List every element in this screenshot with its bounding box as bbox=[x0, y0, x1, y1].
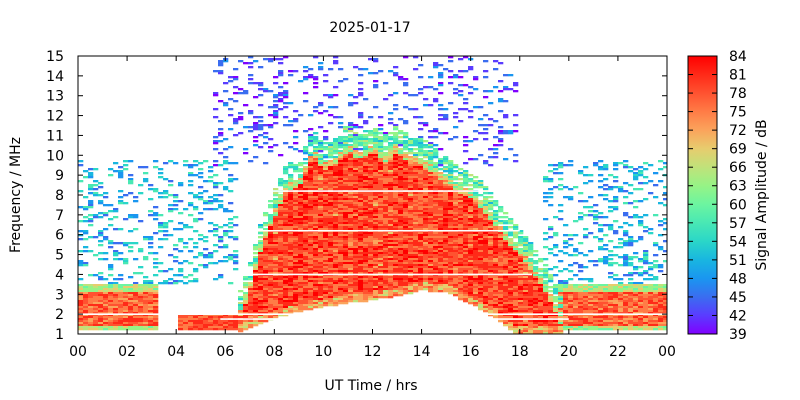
y-tick: 15 bbox=[46, 49, 667, 65]
colorbar-tick-label: 75 bbox=[729, 105, 747, 121]
y-tick-label: 10 bbox=[46, 148, 64, 164]
y-tick: 14 bbox=[46, 69, 667, 85]
colorbar-tick-label: 60 bbox=[729, 197, 747, 213]
colorbar-tick: 75 bbox=[688, 105, 747, 121]
colorbar-tick: 69 bbox=[688, 142, 747, 158]
colorbar-tick: 60 bbox=[688, 197, 747, 213]
y-tick-label: 11 bbox=[46, 128, 64, 144]
x-tick: 00 bbox=[658, 56, 676, 360]
x-axis-label: UT Time / hrs bbox=[324, 378, 417, 394]
colorbar-tick-label: 45 bbox=[729, 290, 747, 306]
x-tick-label: 02 bbox=[118, 344, 136, 360]
colorbar-tick-label: 48 bbox=[729, 271, 747, 287]
x-tick: 20 bbox=[560, 56, 578, 360]
y-tick-label: 4 bbox=[55, 267, 64, 283]
y-tick-label: 3 bbox=[55, 287, 64, 303]
x-tick-label: 16 bbox=[462, 344, 480, 360]
x-axis-ticks: 00 02 04 06 08 10 12 14 16 18 20 22 00 bbox=[69, 56, 676, 360]
colorbar-tick: 51 bbox=[688, 253, 747, 269]
x-tick-label: 10 bbox=[315, 344, 333, 360]
colorbar-tick-label: 39 bbox=[729, 327, 747, 343]
y-tick: 3 bbox=[55, 287, 667, 303]
y-tick: 12 bbox=[46, 109, 667, 125]
y-tick: 13 bbox=[46, 89, 667, 105]
colorbar-tick-label: 57 bbox=[729, 216, 747, 232]
x-tick-label: 12 bbox=[364, 344, 382, 360]
x-tick-label: 00 bbox=[69, 344, 87, 360]
y-tick-label: 8 bbox=[55, 188, 64, 204]
y-tick: 9 bbox=[55, 168, 667, 184]
x-tick: 16 bbox=[462, 56, 480, 360]
colorbar-tick-label: 54 bbox=[729, 234, 747, 250]
y-tick-label: 2 bbox=[55, 307, 64, 323]
y-tick: 5 bbox=[55, 248, 667, 264]
x-tick: 08 bbox=[265, 56, 283, 360]
y-tick: 6 bbox=[55, 228, 667, 244]
y-axis-label: Frequency / MHz bbox=[8, 137, 24, 253]
x-tick-label: 00 bbox=[658, 344, 676, 360]
y-tick-label: 1 bbox=[55, 327, 64, 343]
colorbar-tick-label: 72 bbox=[729, 123, 747, 139]
colorbar-tick: 48 bbox=[688, 271, 747, 287]
x-tick: 14 bbox=[413, 56, 431, 360]
x-tick: 18 bbox=[511, 56, 529, 360]
y-tick-label: 9 bbox=[55, 168, 64, 184]
y-tick: 8 bbox=[55, 188, 667, 204]
x-tick: 06 bbox=[216, 56, 234, 360]
colorbar-tick-label: 69 bbox=[729, 142, 747, 158]
y-tick: 4 bbox=[55, 267, 667, 283]
y-tick-label: 12 bbox=[46, 109, 64, 125]
colorbar-tick: 84 bbox=[688, 49, 747, 65]
colorbar-tick-label: 81 bbox=[729, 68, 747, 84]
x-tick: 00 bbox=[69, 56, 87, 360]
x-tick: 10 bbox=[315, 56, 333, 360]
colorbar-tick: 78 bbox=[688, 86, 747, 102]
y-tick: 10 bbox=[46, 148, 667, 164]
y-tick: 2 bbox=[55, 307, 667, 323]
colorbar-tick: 45 bbox=[688, 290, 747, 306]
x-tick: 04 bbox=[167, 56, 185, 360]
colorbar-tick: 54 bbox=[688, 234, 747, 250]
x-tick-label: 06 bbox=[216, 344, 234, 360]
colorbar-tick-label: 66 bbox=[729, 160, 747, 176]
colorbar-tick-label: 84 bbox=[729, 49, 747, 65]
chart-title: 2025-01-17 bbox=[329, 20, 410, 36]
y-tick-label: 13 bbox=[46, 89, 64, 105]
colorbar-tick: 39 bbox=[688, 327, 747, 343]
colorbar-tick: 63 bbox=[688, 179, 747, 195]
colorbar-tick: 57 bbox=[688, 216, 747, 232]
spectrogram-heatmap bbox=[78, 56, 667, 334]
colorbar-tick-label: 42 bbox=[729, 308, 747, 324]
y-tick-label: 6 bbox=[55, 228, 64, 244]
colorbar-ticks: 39 42 45 48 51 54 57 60 63 66 69 72 75 78 81 84 bbox=[688, 49, 747, 343]
colorbar-tick: 72 bbox=[688, 123, 747, 139]
y-tick-label: 7 bbox=[55, 208, 64, 224]
x-tick: 22 bbox=[609, 56, 627, 360]
colorbar-tick: 81 bbox=[688, 68, 747, 84]
colorbar-tick: 66 bbox=[688, 160, 747, 176]
x-tick-label: 20 bbox=[560, 344, 578, 360]
y-tick-label: 15 bbox=[46, 49, 64, 65]
y-tick-label: 5 bbox=[55, 248, 64, 264]
colorbar-label: Signal Amplitude / dB bbox=[754, 119, 770, 270]
y-tick: 1 bbox=[55, 327, 667, 343]
colorbar-tick-label: 78 bbox=[729, 86, 747, 102]
x-tick-label: 04 bbox=[167, 344, 185, 360]
y-tick: 11 bbox=[46, 128, 667, 144]
x-tick-label: 14 bbox=[413, 344, 431, 360]
colorbar-tick-label: 63 bbox=[729, 179, 747, 195]
y-tick-label: 14 bbox=[46, 69, 64, 85]
x-tick: 02 bbox=[118, 56, 136, 360]
colorbar-tick: 42 bbox=[688, 308, 747, 324]
x-tick-label: 08 bbox=[265, 344, 283, 360]
y-tick: 7 bbox=[55, 208, 667, 224]
x-tick-label: 22 bbox=[609, 344, 627, 360]
x-tick: 12 bbox=[364, 56, 382, 360]
colorbar bbox=[687, 55, 718, 335]
x-tick-label: 18 bbox=[511, 344, 529, 360]
colorbar-tick-label: 51 bbox=[729, 253, 747, 269]
